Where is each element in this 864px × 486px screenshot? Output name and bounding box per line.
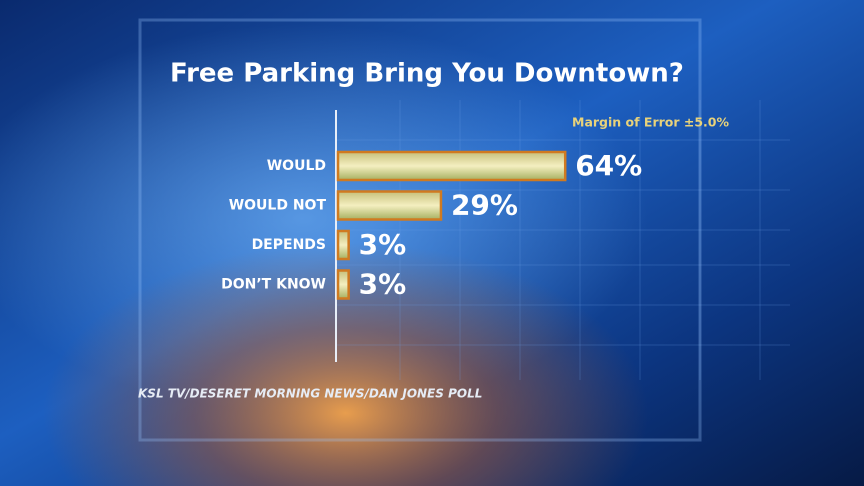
category-label: WOULD <box>267 158 326 174</box>
bar <box>336 269 350 300</box>
value-label: 3% <box>359 228 407 261</box>
value-label: 29% <box>451 189 518 222</box>
value-label: 64% <box>575 149 642 182</box>
source: KSL TV/DESERET MORNING NEWS/DAN JONES PO… <box>138 387 482 401</box>
bar <box>336 190 443 221</box>
bar <box>336 229 350 261</box>
value-label: 3% <box>359 268 407 301</box>
category-label: DEPENDS <box>252 237 326 253</box>
category-label: DON’T KNOW <box>221 277 326 293</box>
background-grid <box>336 100 790 380</box>
bar <box>336 150 567 182</box>
frame <box>138 18 702 442</box>
category-label: WOULD NOT <box>229 198 327 214</box>
chart-title: Free Parking Bring You Downtown? <box>170 59 684 89</box>
subtitle: Margin of Error ±5.0% <box>572 115 729 130</box>
